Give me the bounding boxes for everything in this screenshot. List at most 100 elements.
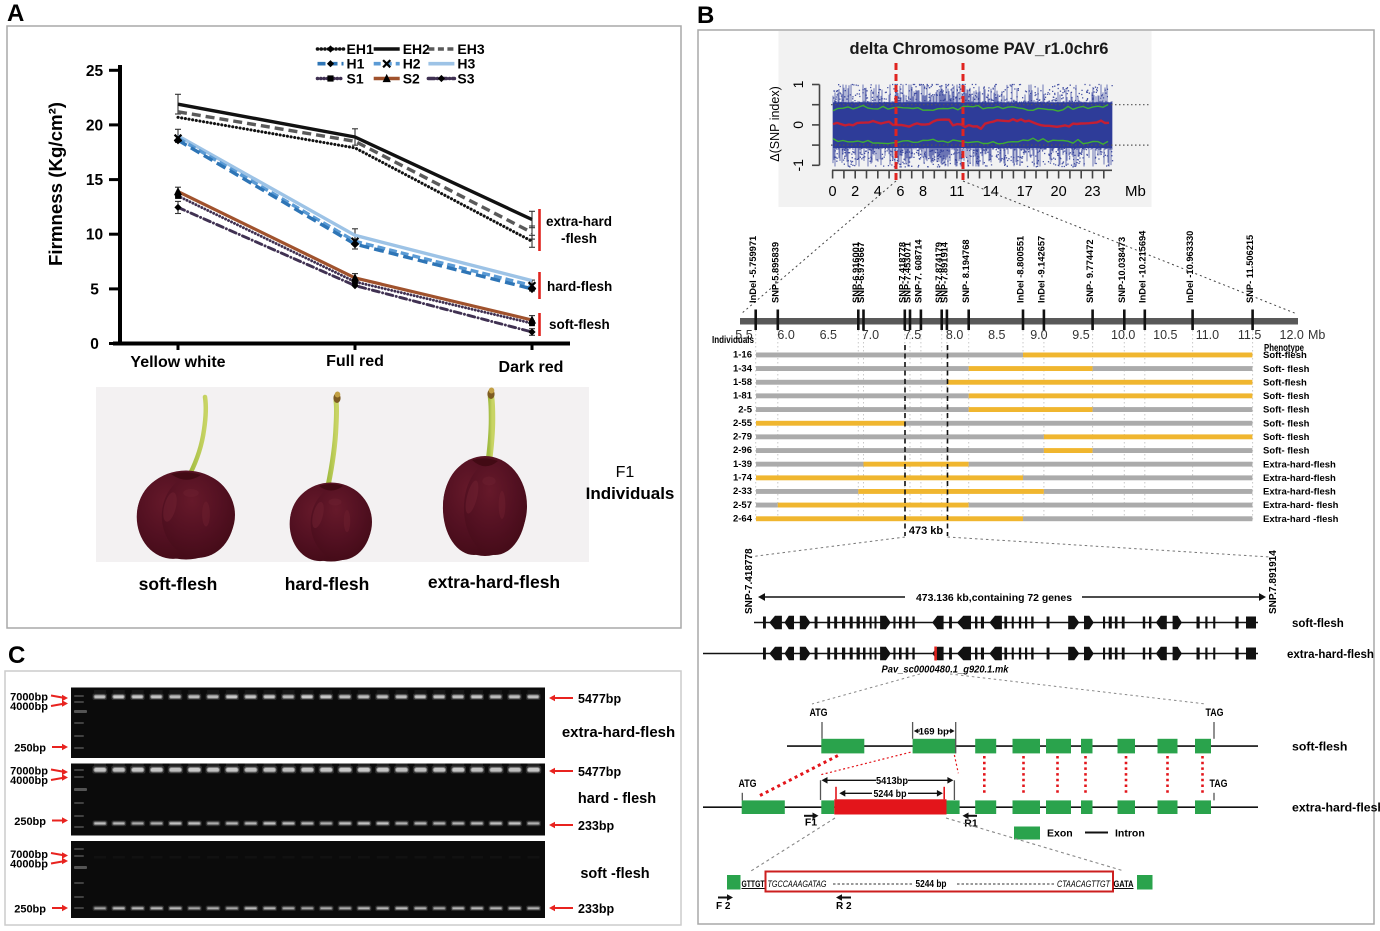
svg-text:Full red: Full red xyxy=(326,353,384,370)
svg-text:EH2: EH2 xyxy=(403,41,430,57)
svg-text:2: 2 xyxy=(851,184,859,200)
svg-text:InDel -8.800551: InDel -8.800551 xyxy=(1016,236,1026,303)
svg-text:8.0: 8.0 xyxy=(946,328,963,342)
svg-text:hard-flesh: hard-flesh xyxy=(285,574,370,594)
svg-text:Soft-flesh: Soft-flesh xyxy=(1263,377,1307,388)
svg-text:5244 bp: 5244 bp xyxy=(916,879,947,890)
svg-text:25: 25 xyxy=(86,63,104,80)
svg-text:7000bp: 7000bp xyxy=(10,766,48,778)
svg-text:soft -flesh: soft -flesh xyxy=(580,866,649,882)
svg-text:233bp: 233bp xyxy=(578,902,614,916)
svg-text:SNP- 9.774472: SNP- 9.774472 xyxy=(1085,239,1095,303)
svg-text:EH1: EH1 xyxy=(347,41,374,57)
svg-text:1-16: 1-16 xyxy=(733,350,752,361)
svg-text:H1: H1 xyxy=(347,56,365,72)
svg-text:0: 0 xyxy=(90,336,99,353)
svg-text:6: 6 xyxy=(896,184,904,200)
svg-text:10: 10 xyxy=(86,227,103,244)
svg-text:250bp: 250bp xyxy=(14,816,46,828)
svg-text:delta Chromosome PAV_r1.0chr6: delta Chromosome PAV_r1.0chr6 xyxy=(850,40,1109,58)
svg-text:7.5: 7.5 xyxy=(904,328,921,342)
svg-text:Extra-hard -flesh: Extra-hard -flesh xyxy=(1263,514,1339,525)
svg-text:12.0: 12.0 xyxy=(1280,328,1304,342)
svg-text:SNP-7.453071: SNP-7.453071 xyxy=(903,242,913,303)
svg-text:1-39: 1-39 xyxy=(733,459,752,470)
svg-text:4000bp: 4000bp xyxy=(10,775,48,787)
svg-text:ATG: ATG xyxy=(739,778,757,790)
svg-text:1-34: 1-34 xyxy=(733,363,753,374)
svg-text:Soft- flesh: Soft- flesh xyxy=(1263,446,1310,457)
svg-text:Mb: Mb xyxy=(1308,328,1325,342)
svg-text:Soft- flesh: Soft- flesh xyxy=(1263,405,1310,416)
svg-text:473 kb: 473 kb xyxy=(909,525,944,537)
svg-text:8: 8 xyxy=(919,184,927,200)
svg-text:Yellow white: Yellow white xyxy=(130,354,225,371)
svg-text:Extra-hard-flesh: Extra-hard-flesh xyxy=(1263,473,1336,484)
svg-text:5244 bp: 5244 bp xyxy=(874,788,907,800)
svg-text:R 2: R 2 xyxy=(836,901,852,912)
svg-text:6.0: 6.0 xyxy=(777,328,794,342)
svg-text:Firmness (Kg/cm²): Firmness (Kg/cm²) xyxy=(45,102,66,266)
svg-text:EH3: EH3 xyxy=(457,41,484,57)
svg-text:SNP- 8.194768: SNP- 8.194768 xyxy=(961,239,971,303)
svg-text:S2: S2 xyxy=(403,71,420,87)
svg-text:8.5: 8.5 xyxy=(988,328,1005,342)
svg-text:hard - flesh: hard - flesh xyxy=(578,791,656,807)
svg-text:SNP-7.891914: SNP-7.891914 xyxy=(939,241,949,303)
svg-text:Phenotype: Phenotype xyxy=(1264,343,1304,354)
svg-text:soft-flesh: soft-flesh xyxy=(1292,618,1344,630)
svg-text:Soft-flesh: Soft-flesh xyxy=(1263,350,1307,361)
svg-text:InDel -5.759971: InDel -5.759971 xyxy=(748,236,758,303)
svg-text:extra-hard: extra-hard xyxy=(546,214,612,229)
svg-text:SNP-10.038473: SNP-10.038473 xyxy=(1117,237,1127,303)
svg-text:0: 0 xyxy=(790,121,806,129)
svg-text:soft-flesh: soft-flesh xyxy=(549,317,610,332)
svg-text:2-79: 2-79 xyxy=(733,432,752,443)
svg-text:11: 11 xyxy=(949,184,964,200)
svg-text:Mb: Mb xyxy=(1125,183,1146,200)
svg-text:SNP-7. 608714: SNP-7. 608714 xyxy=(913,239,923,303)
svg-text:TAG: TAG xyxy=(1210,778,1228,790)
svg-text:11.5: 11.5 xyxy=(1238,328,1261,342)
svg-text:GATA: GATA xyxy=(1114,879,1134,890)
svg-text:11.0: 11.0 xyxy=(1196,328,1219,342)
svg-text:SNP-7.418778: SNP-7.418778 xyxy=(744,548,755,614)
svg-text:F1: F1 xyxy=(616,464,635,481)
svg-text:GTTGT: GTTGT xyxy=(742,879,765,890)
svg-text:Soft- flesh: Soft- flesh xyxy=(1263,364,1310,375)
svg-text:InDel -10.215694: InDel -10.215694 xyxy=(1137,230,1147,303)
svg-text:20: 20 xyxy=(86,117,103,134)
svg-text:F 2: F 2 xyxy=(716,901,731,912)
svg-text:-flesh: -flesh xyxy=(561,231,597,246)
svg-text:soft-flesh: soft-flesh xyxy=(1292,740,1347,754)
svg-text:SNP.7.891914: SNP.7.891914 xyxy=(1268,550,1279,614)
svg-text:4: 4 xyxy=(874,184,882,200)
svg-text:soft-flesh: soft-flesh xyxy=(139,574,218,594)
svg-text:Soft- flesh: Soft- flesh xyxy=(1263,432,1310,443)
svg-text:Exon: Exon xyxy=(1047,828,1073,840)
svg-text:10.5: 10.5 xyxy=(1153,328,1177,342)
svg-text:7.0: 7.0 xyxy=(862,328,879,342)
svg-text:SNP-5.895839: SNP-5.895839 xyxy=(770,242,780,303)
svg-text:250bp: 250bp xyxy=(14,904,46,916)
svg-text:TGCCAAAGATAG: TGCCAAAGATAG xyxy=(768,879,827,890)
svg-text:2-5: 2-5 xyxy=(738,404,752,415)
svg-text:ATG: ATG xyxy=(810,707,828,719)
svg-text:Dark red: Dark red xyxy=(499,359,564,376)
svg-text:Δ(SNP index): Δ(SNP index) xyxy=(768,86,782,162)
svg-text:0: 0 xyxy=(829,184,837,200)
svg-text:InDel -10.963330: InDel -10.963330 xyxy=(1185,231,1195,303)
svg-text:1-58: 1-58 xyxy=(733,377,752,388)
svg-text:H2: H2 xyxy=(403,56,421,72)
svg-text:SNP-6.916001: SNP-6.916001 xyxy=(851,242,861,303)
svg-text:15: 15 xyxy=(86,172,104,189)
svg-text:Soft- flesh: Soft- flesh xyxy=(1263,418,1310,429)
svg-text:extra-hard-flesh: extra-hard-flesh xyxy=(1292,801,1380,815)
svg-text:5.5: 5.5 xyxy=(735,328,752,342)
svg-text:7000bp: 7000bp xyxy=(10,849,48,861)
svg-text:5: 5 xyxy=(90,281,99,298)
svg-text:InDel -9.142657: InDel -9.142657 xyxy=(1036,236,1046,303)
svg-text:F1: F1 xyxy=(805,817,817,829)
svg-text:Extra-hard-flesh: Extra-hard-flesh xyxy=(1263,487,1336,498)
svg-text:2-64: 2-64 xyxy=(733,514,753,525)
